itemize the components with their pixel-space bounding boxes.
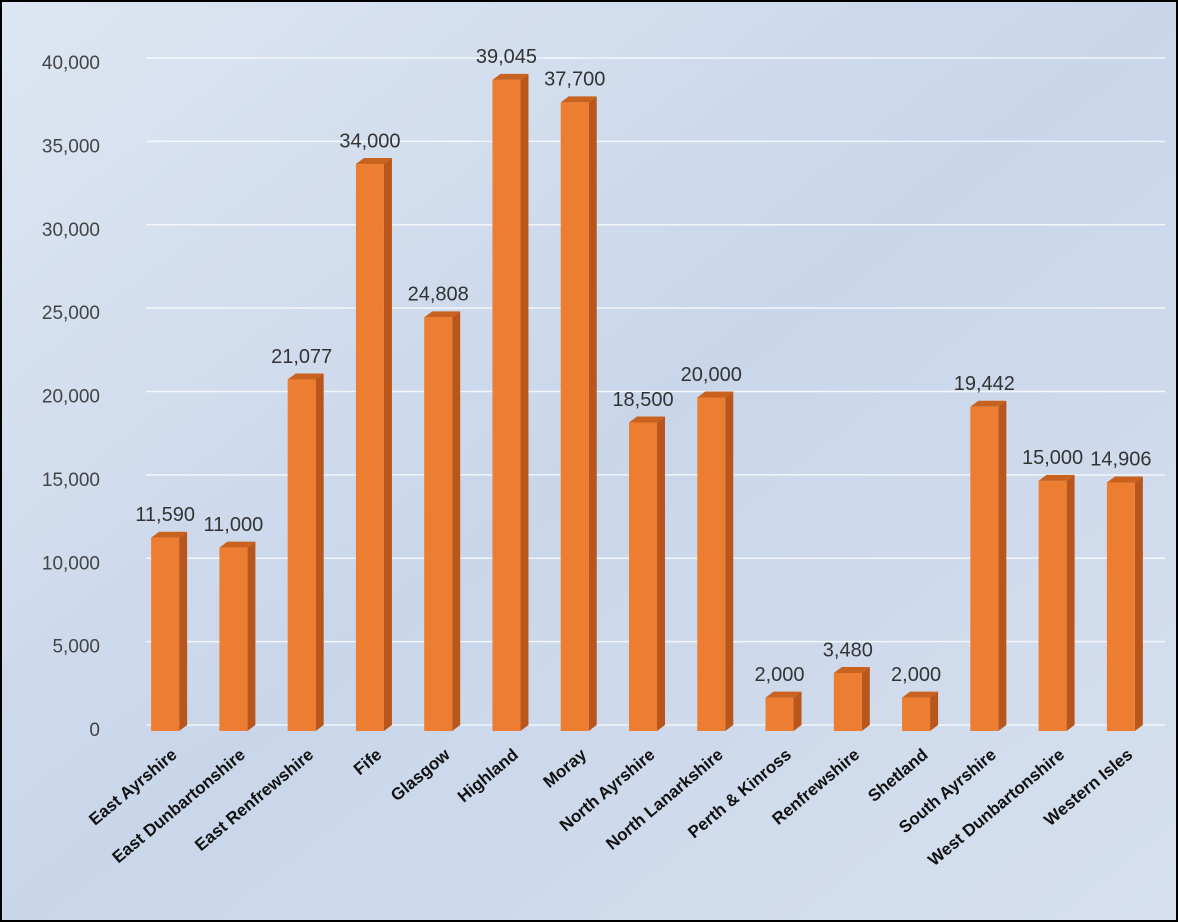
value-label: 2,000	[755, 664, 805, 686]
y-tick-label: 25,000	[42, 303, 100, 324]
bar-side	[179, 532, 187, 731]
value-label: 11,590	[135, 504, 195, 526]
bar-side	[247, 542, 255, 731]
bar	[697, 398, 725, 732]
bar-side	[998, 401, 1006, 731]
bar	[834, 673, 862, 731]
bar	[561, 102, 589, 731]
y-tick-label: 15,000	[42, 470, 100, 491]
bar	[151, 538, 179, 731]
y-tick-label: 40,000	[42, 53, 100, 74]
value-label: 2,000	[891, 664, 941, 686]
value-label: 24,808	[408, 284, 469, 306]
bar	[1107, 482, 1135, 731]
bar	[970, 407, 998, 731]
value-label: 20,000	[681, 364, 742, 386]
y-tick-label: 30,000	[42, 220, 100, 241]
bar	[356, 164, 384, 731]
bar-side	[520, 74, 528, 731]
bar-side	[657, 417, 665, 731]
bar	[1039, 481, 1067, 731]
bar-side	[1067, 475, 1075, 731]
bar	[219, 548, 247, 731]
page: {"chart_data": {"type": "bar", "categori…	[0, 0, 1178, 922]
value-label: 37,700	[544, 69, 605, 91]
bar-side	[1135, 476, 1143, 731]
y-tick-label: 5,000	[52, 637, 100, 658]
value-label: 15,000	[1022, 447, 1083, 469]
y-tick-label: 10,000	[42, 553, 100, 574]
y-tick-label: 0	[89, 720, 100, 741]
bar	[492, 80, 520, 731]
bar	[902, 698, 930, 731]
y-tick-label: 35,000	[42, 136, 100, 157]
y-tick-label: 20,000	[42, 387, 100, 408]
value-label: 3,480	[823, 639, 873, 661]
bar	[629, 423, 657, 731]
bar-side	[725, 392, 733, 732]
bar-side	[589, 96, 597, 731]
bar-side	[384, 158, 392, 731]
bar	[288, 380, 316, 731]
bar-side	[316, 374, 324, 731]
value-label: 11,000	[204, 514, 264, 536]
bar-side	[794, 692, 802, 731]
value-label: 19,442	[954, 373, 1015, 395]
bar-side	[452, 311, 460, 731]
bar	[424, 317, 452, 731]
chart: 0 5,000 10,000 15,000 20,000 25,000 30,000 35,0…	[0, 0, 1178, 922]
bar	[766, 698, 794, 731]
value-label: 21,077	[271, 346, 332, 368]
bar-side	[930, 692, 938, 731]
value-label: 39,045	[476, 46, 537, 68]
value-label: 18,500	[612, 389, 673, 411]
bar-side	[862, 667, 870, 731]
value-label: 34,000	[339, 130, 400, 152]
value-label: 14,906	[1090, 449, 1151, 471]
